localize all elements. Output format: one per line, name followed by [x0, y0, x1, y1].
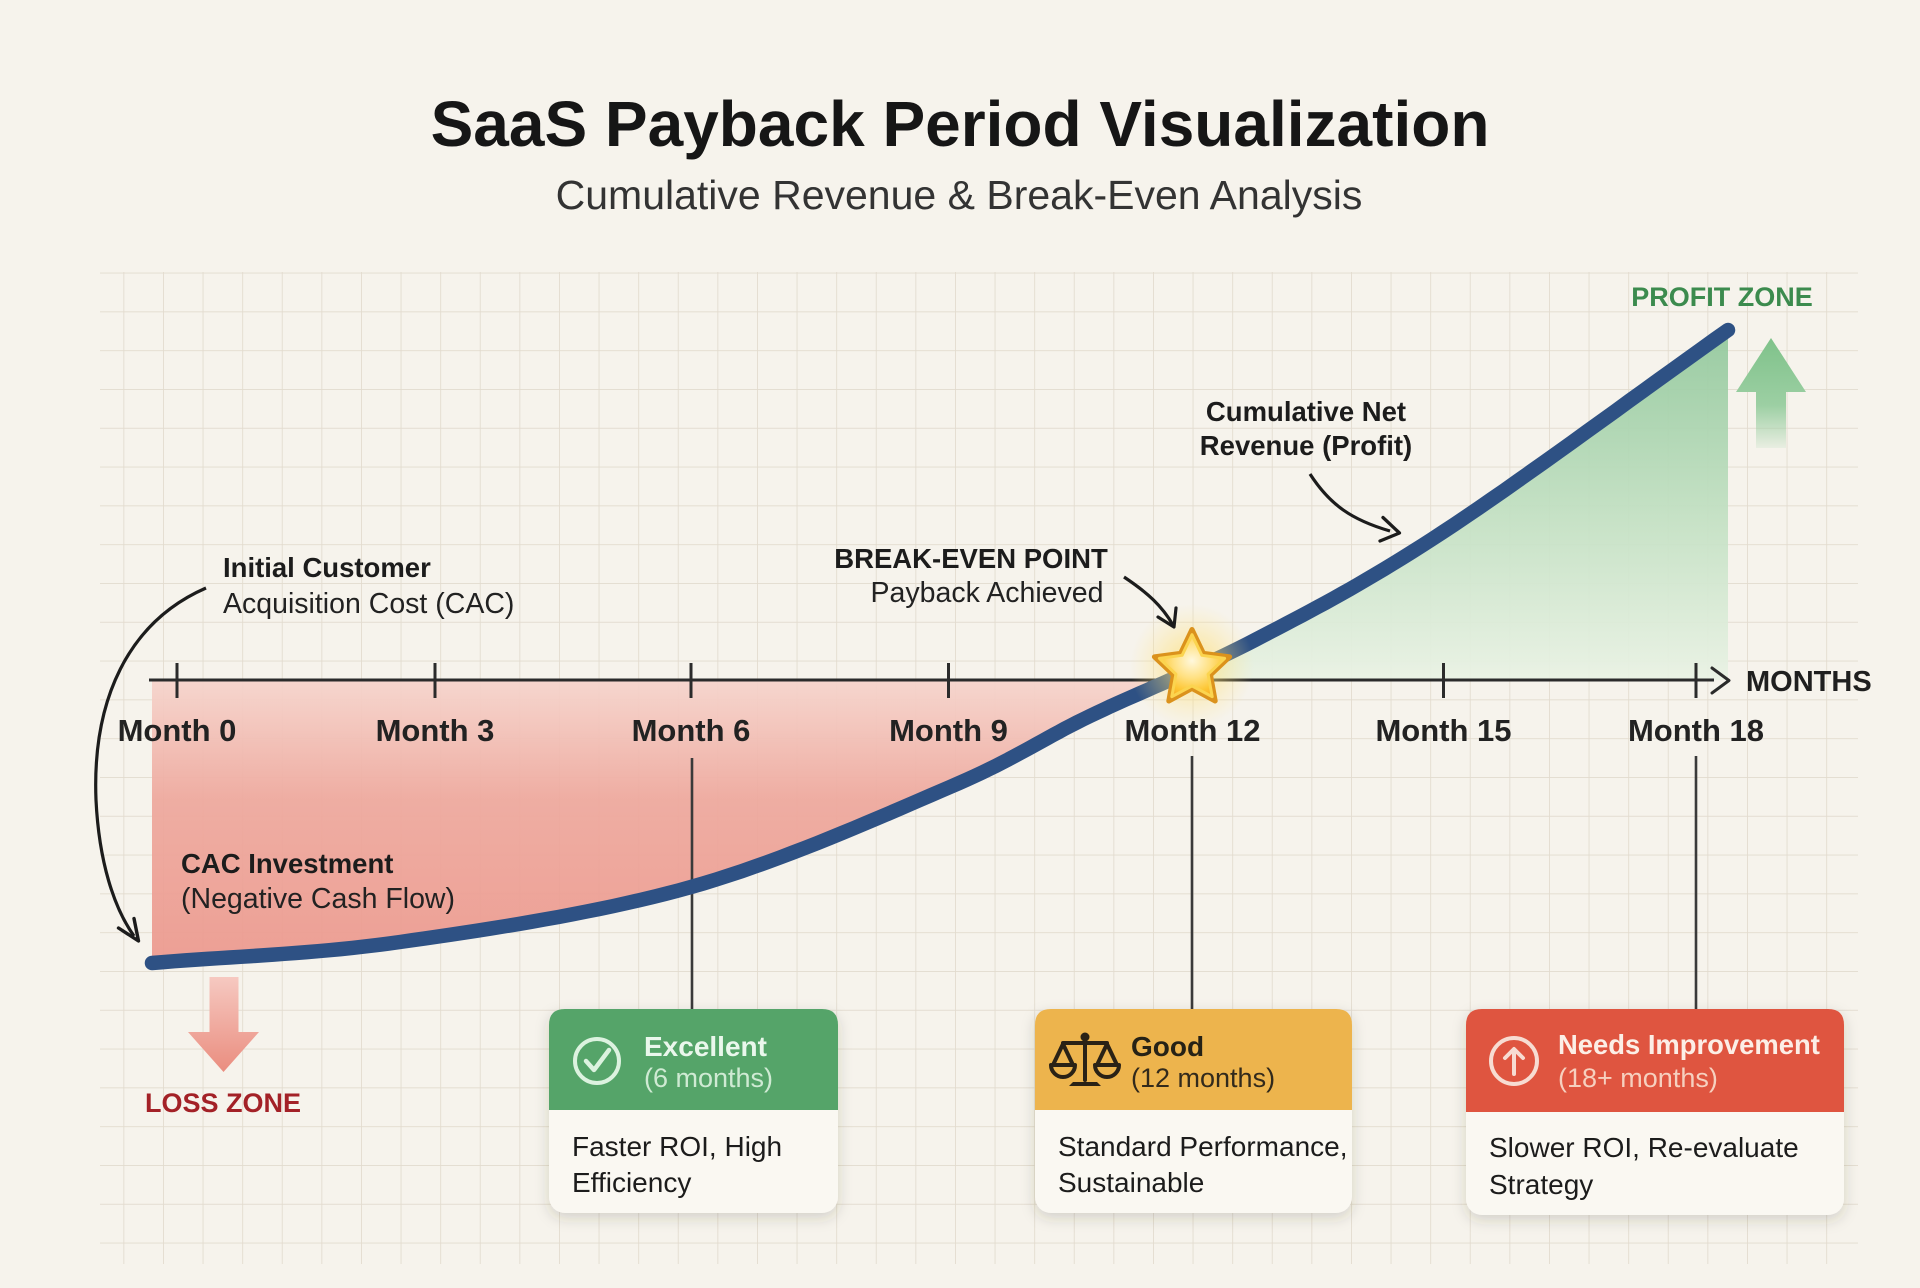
- svg-text:LOSS ZONE: LOSS ZONE: [145, 1088, 301, 1118]
- svg-text:MONTHS: MONTHS: [1746, 666, 1872, 698]
- svg-text:Acquisition Cost (CAC): Acquisition Cost (CAC): [223, 588, 514, 620]
- svg-text:Slower ROI, Re-evaluate: Slower ROI, Re-evaluate: [1489, 1132, 1799, 1163]
- svg-text:BREAK-EVEN POINT: BREAK-EVEN POINT: [834, 543, 1108, 574]
- svg-text:Month 18: Month 18: [1628, 713, 1764, 748]
- svg-text:Month 3: Month 3: [376, 713, 495, 748]
- svg-text:Month 15: Month 15: [1375, 713, 1511, 748]
- svg-text:Initial Customer: Initial Customer: [223, 552, 431, 583]
- svg-text:(6 months): (6 months): [644, 1063, 773, 1093]
- svg-text:Excellent: Excellent: [644, 1031, 767, 1062]
- svg-text:Cumulative Revenue & Break-Eve: Cumulative Revenue & Break-Even Analysis: [556, 172, 1363, 218]
- svg-text:Month 0: Month 0: [118, 713, 237, 748]
- svg-text:CAC Investment: CAC Investment: [181, 848, 393, 879]
- svg-text:PROFIT ZONE: PROFIT ZONE: [1631, 282, 1813, 312]
- svg-text:Needs Improvement: Needs Improvement: [1558, 1029, 1820, 1060]
- svg-text:(18+ months): (18+ months): [1558, 1063, 1718, 1093]
- svg-text:Strategy: Strategy: [1489, 1169, 1593, 1200]
- svg-text:Revenue (Profit): Revenue (Profit): [1200, 430, 1412, 461]
- svg-text:Good: Good: [1131, 1031, 1204, 1062]
- svg-text:Faster ROI, High: Faster ROI, High: [572, 1131, 782, 1162]
- svg-text:Cumulative Net: Cumulative Net: [1206, 396, 1406, 427]
- svg-text:Efficiency: Efficiency: [572, 1167, 691, 1198]
- svg-text:Payback Achieved: Payback Achieved: [871, 577, 1104, 609]
- svg-text:SaaS Payback Period Visualizat: SaaS Payback Period Visualization: [431, 88, 1490, 160]
- svg-text:(Negative Cash Flow): (Negative Cash Flow): [181, 883, 455, 915]
- svg-text:Sustainable: Sustainable: [1058, 1167, 1204, 1198]
- svg-text:(12 months): (12 months): [1131, 1063, 1275, 1093]
- svg-text:Month 6: Month 6: [632, 713, 751, 748]
- svg-text:Month 9: Month 9: [889, 713, 1008, 748]
- svg-text:Standard Performance,: Standard Performance,: [1058, 1131, 1348, 1162]
